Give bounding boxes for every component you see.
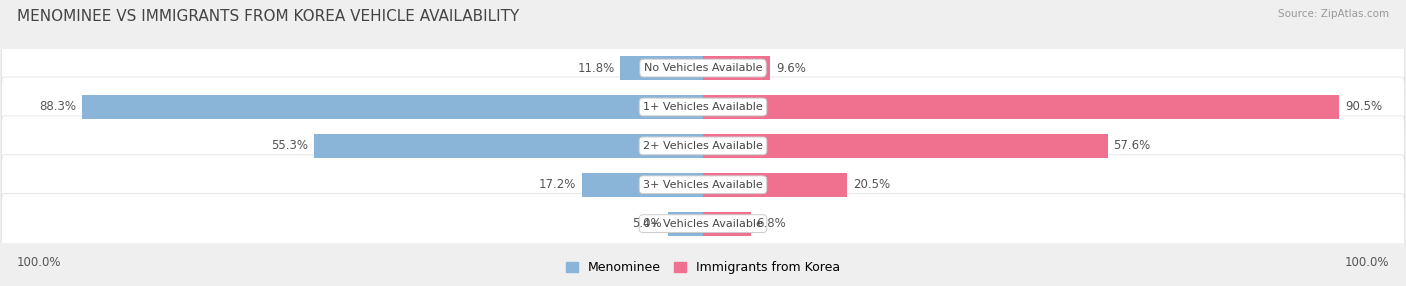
Text: 100.0%: 100.0%: [17, 256, 62, 269]
Text: 5.0%: 5.0%: [633, 217, 662, 230]
Text: No Vehicles Available: No Vehicles Available: [644, 63, 762, 73]
Text: 55.3%: 55.3%: [271, 139, 309, 152]
Bar: [703, 56, 770, 80]
Bar: [82, 95, 703, 119]
Text: 57.6%: 57.6%: [1114, 139, 1150, 152]
Bar: [703, 173, 846, 197]
Bar: [620, 56, 703, 80]
Text: 3+ Vehicles Available: 3+ Vehicles Available: [643, 180, 763, 190]
FancyBboxPatch shape: [1, 194, 1405, 254]
Text: 4+ Vehicles Available: 4+ Vehicles Available: [643, 219, 763, 229]
Text: 20.5%: 20.5%: [852, 178, 890, 191]
Bar: [703, 95, 1340, 119]
Bar: [582, 173, 703, 197]
Text: Source: ZipAtlas.com: Source: ZipAtlas.com: [1278, 9, 1389, 19]
FancyBboxPatch shape: [1, 77, 1405, 137]
Text: 100.0%: 100.0%: [1344, 256, 1389, 269]
Bar: [668, 212, 703, 236]
Bar: [315, 134, 703, 158]
Bar: [703, 212, 751, 236]
Legend: Menominee, Immigrants from Korea: Menominee, Immigrants from Korea: [565, 261, 841, 274]
FancyBboxPatch shape: [1, 116, 1405, 176]
Text: 88.3%: 88.3%: [39, 100, 77, 114]
Text: 90.5%: 90.5%: [1344, 100, 1382, 114]
FancyBboxPatch shape: [1, 155, 1405, 215]
Bar: [703, 134, 1108, 158]
Text: 9.6%: 9.6%: [776, 61, 806, 75]
Text: 1+ Vehicles Available: 1+ Vehicles Available: [643, 102, 763, 112]
Text: 2+ Vehicles Available: 2+ Vehicles Available: [643, 141, 763, 151]
Text: 11.8%: 11.8%: [578, 61, 614, 75]
Text: 6.8%: 6.8%: [756, 217, 786, 230]
Text: 17.2%: 17.2%: [538, 178, 576, 191]
FancyBboxPatch shape: [1, 38, 1405, 98]
Text: MENOMINEE VS IMMIGRANTS FROM KOREA VEHICLE AVAILABILITY: MENOMINEE VS IMMIGRANTS FROM KOREA VEHIC…: [17, 9, 519, 23]
